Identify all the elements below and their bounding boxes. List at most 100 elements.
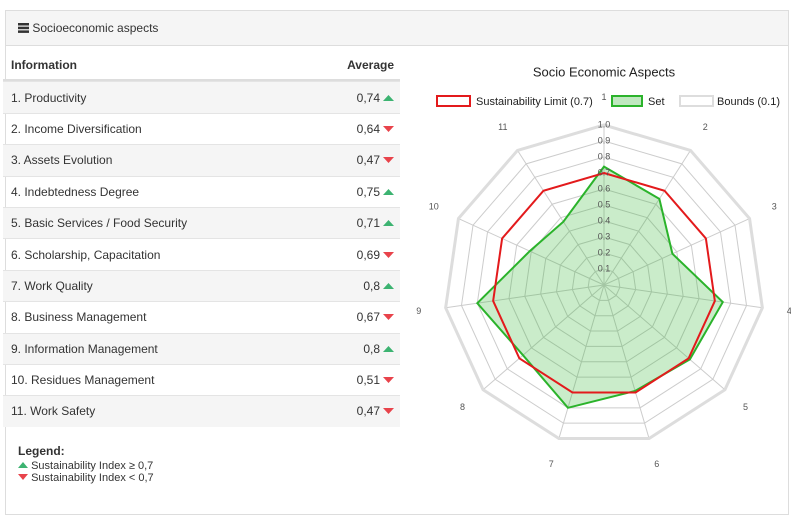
table-row: 10. Residues Management 0,51 (3, 363, 400, 395)
spoke (603, 284, 726, 391)
grid-ring (555, 236, 653, 332)
cell-average: 0,67 (357, 310, 400, 324)
cell-average: 0,47 (357, 153, 400, 167)
triangle (383, 282, 394, 289)
grid-ring (540, 220, 668, 347)
axis-label: 1 (601, 92, 606, 102)
r-tick-label: 0.7 (598, 167, 611, 177)
table-row: 11. Work Safety 0,47 (3, 395, 400, 427)
cell-name: 6. Scholarship, Capacitation (11, 247, 161, 262)
r-tick-label: 0.9 (598, 135, 611, 145)
spoke (517, 150, 605, 286)
triangle (383, 345, 394, 352)
spoke (603, 284, 650, 439)
table-row: 2. Income Diversification 0,64 (3, 112, 400, 144)
spoke (458, 218, 605, 286)
table-row: 4. Indebtedness Degree 0,75 (3, 175, 400, 207)
spoke (558, 284, 605, 439)
spoke (603, 218, 750, 286)
cell-average: 0,75 (357, 185, 400, 199)
cell-name: 7. Work Quality (11, 278, 93, 293)
up-icon (383, 188, 394, 195)
chart-title: Socio Economic Aspects (533, 64, 676, 79)
average-value: 0,74 (356, 90, 380, 105)
down-icon (383, 125, 394, 132)
average-value: 0,8 (363, 278, 380, 293)
legend-text: Sustainability Index ≥ 0,7 (31, 460, 154, 472)
triangle (383, 314, 394, 321)
cell-average: 0,74 (357, 91, 400, 105)
r-tick-label: 0.5 (598, 199, 611, 209)
up-icon (383, 345, 394, 352)
table-header: Information Average (3, 50, 400, 82)
table-row: 7. Work Quality 0,8 (3, 269, 400, 302)
axis-label: 2 (703, 122, 708, 132)
r-tick-label: 0.6 (598, 183, 611, 193)
average-value: 0,47 (356, 153, 380, 168)
table: Information Average 1. Productivity 0,74 2. … (3, 50, 400, 427)
cell-average: 0,8 (363, 279, 400, 293)
cell-average: 0,64 (357, 122, 400, 136)
up-icon (18, 462, 28, 468)
table-row: 9. Information Management 0,8 (3, 332, 400, 364)
average-value: 0,67 (356, 310, 380, 325)
axis-label: 10 (429, 202, 439, 212)
cell-name: 2. Income Diversification (11, 121, 142, 136)
legend-label: Sustainability Limit (0.7) (476, 96, 593, 108)
legend: Legend: Sustainability Index ≥ 0,7 Susta… (18, 444, 154, 484)
cell-average: 0,8 (363, 342, 400, 356)
triangle (383, 157, 394, 164)
grid-ring (587, 268, 621, 301)
axis-label: 5 (743, 402, 748, 412)
legend-item: Sustainability Index < 0,7 (18, 472, 154, 484)
cell-average: 0,71 (357, 216, 400, 230)
down-icon (383, 314, 394, 321)
axis-label: 8 (460, 402, 465, 412)
up-icon (383, 282, 394, 289)
spoke (482, 284, 605, 391)
panel-title: Socioeconomic aspects (32, 21, 159, 35)
table-row: 8. Business Management 0,67 (3, 301, 400, 332)
cell-name: 5. Basic Services / Food Security (11, 216, 188, 231)
r-tick-label: 1.0 (598, 119, 611, 129)
legend-title: Legend: (18, 444, 65, 458)
down-icon (383, 408, 394, 415)
cell-name: 3. Assets Evolution (11, 153, 113, 168)
cell-average: 0,69 (357, 248, 400, 262)
series-polygon (492, 171, 716, 394)
average-value: 0,51 (356, 373, 380, 388)
up-icon (383, 94, 394, 101)
cell-name: 8. Business Management (11, 310, 147, 325)
average-value: 0,69 (356, 247, 380, 262)
spoke (603, 150, 691, 286)
legend-item: Sustainability Index ≥ 0,7 (18, 460, 154, 472)
axis-label: 11 (498, 122, 507, 132)
legend-text: Sustainability Index < 0,7 (31, 472, 154, 484)
table-row: 1. Productivity 0,74 (3, 81, 400, 113)
r-tick-label: 0.4 (598, 215, 611, 225)
table-row: 3. Assets Evolution 0,47 (3, 144, 400, 176)
grid-ring (476, 156, 732, 409)
spoke (445, 284, 605, 309)
triangle (383, 125, 394, 132)
r-tick-label: 0.1 (598, 263, 611, 273)
up-icon (383, 220, 394, 227)
down-icon (18, 474, 28, 480)
header-cell: Average (347, 57, 394, 72)
average-value: 0,47 (356, 404, 380, 419)
table-row: 5. Basic Services / Food Security 0,71 (3, 206, 400, 239)
legend-swatch (679, 95, 714, 107)
triangle (383, 377, 394, 384)
header-cell: Information (11, 57, 77, 72)
cell-average: 0,51 (357, 373, 400, 387)
table-row: 6. Scholarship, Capacitation 0,69 (3, 238, 400, 269)
cell-name: 4. Indebtedness Degree (11, 184, 140, 199)
average-value: 0,8 (363, 341, 380, 356)
axis-label: 7 (549, 459, 554, 469)
series-polygon (475, 165, 725, 409)
axis-label: 3 (772, 202, 777, 212)
list-icon (18, 23, 29, 33)
triangle (383, 251, 394, 258)
